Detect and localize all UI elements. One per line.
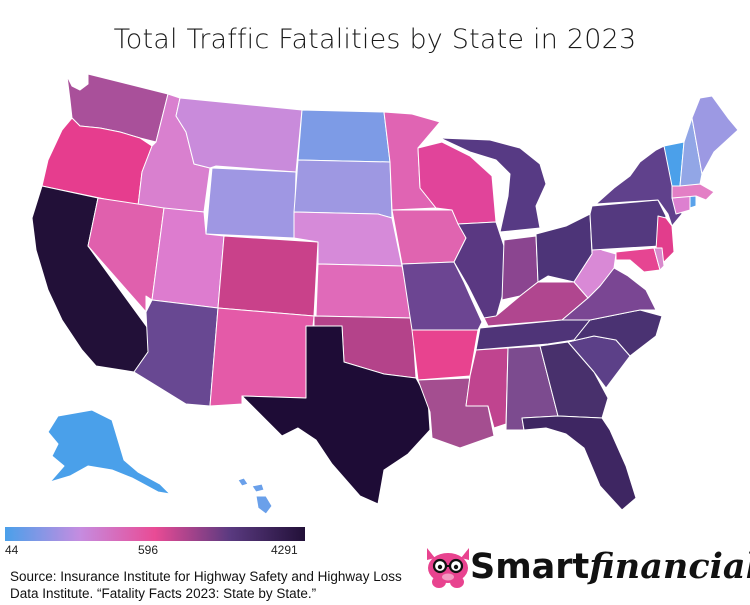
smartfinancial-logo-text: Smartfinancial [470, 546, 750, 587]
map-title: Total Traffic Fatalities by State in 202… [113, 24, 637, 55]
state-pa [589, 199, 667, 251]
state-ak [47, 409, 171, 495]
state-ar [411, 329, 479, 381]
state-hi [237, 477, 273, 515]
state-ia [391, 209, 467, 265]
state-sd [293, 159, 393, 219]
logo-text-smart: Smart [470, 547, 590, 587]
state-mt [175, 97, 303, 173]
legend-max-label: 4291 [271, 543, 298, 557]
state-co [217, 235, 319, 317]
state-me [691, 95, 739, 175]
state-ks [315, 263, 413, 319]
state-tx [241, 325, 431, 505]
legend-color-scale [5, 527, 305, 541]
logo-text-financial: financial [589, 546, 750, 587]
state-az [133, 299, 219, 407]
source-note: Source: Insurance Institute for Highway … [10, 569, 402, 601]
pig-with-glasses-icon [427, 548, 469, 588]
state-md [615, 247, 661, 273]
state-nm [209, 307, 315, 407]
state-de [653, 247, 665, 271]
state-nh [679, 117, 703, 187]
us-choropleth-map [31, 73, 739, 515]
state-ri [689, 195, 697, 209]
legend-min-label: 44 [5, 543, 19, 557]
legend-mid-label: 596 [138, 543, 159, 557]
state-mi [439, 137, 547, 233]
state-fl [521, 415, 637, 511]
state-wy [205, 167, 297, 239]
state-nd [297, 109, 391, 163]
